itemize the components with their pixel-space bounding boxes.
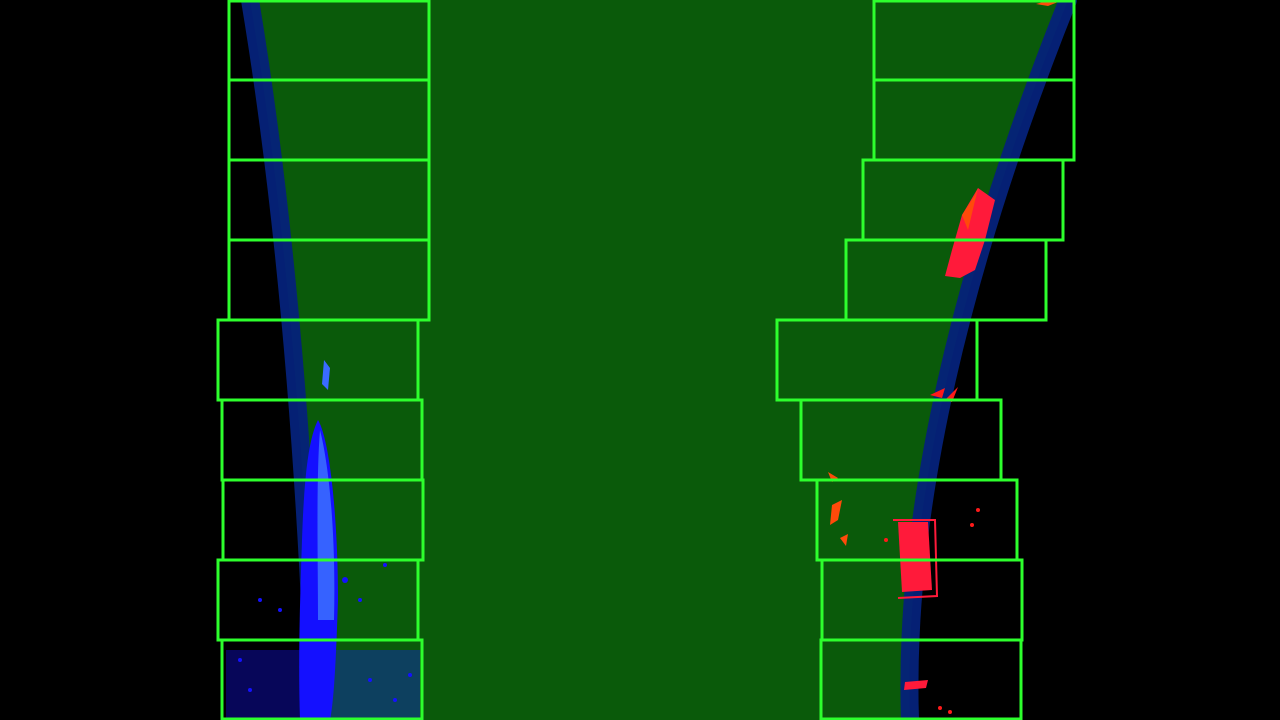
left-sliding-windows xyxy=(216,0,431,720)
left-window xyxy=(220,638,424,720)
right-sliding-windows xyxy=(775,0,1076,720)
right-fit-curve xyxy=(900,0,1077,720)
left-lane-pixels xyxy=(226,360,420,720)
right-window xyxy=(819,638,1023,720)
